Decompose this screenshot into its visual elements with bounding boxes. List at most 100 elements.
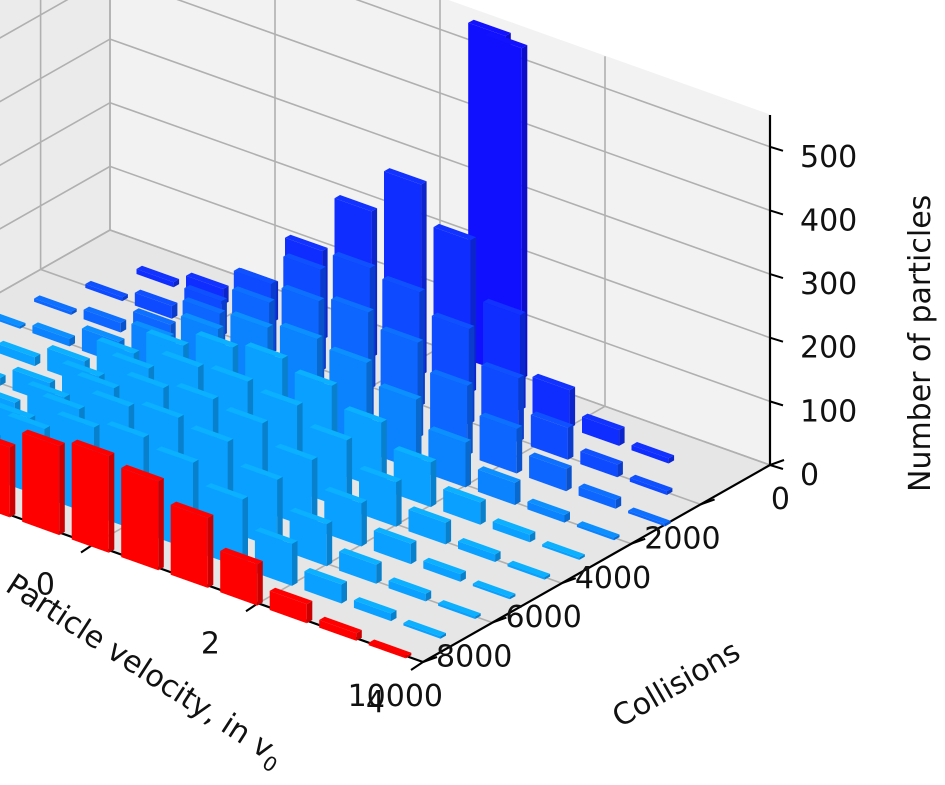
bar bbox=[368, 639, 412, 659]
bar-face-top bbox=[281, 284, 325, 302]
bar-face-top bbox=[254, 527, 298, 544]
bar-face-top bbox=[458, 538, 501, 555]
bar-face-front bbox=[438, 603, 476, 619]
bar bbox=[388, 577, 432, 602]
bar bbox=[240, 463, 283, 549]
bar-face-top bbox=[329, 346, 372, 363]
bar-face-top bbox=[507, 560, 551, 578]
bar-face-top bbox=[332, 251, 376, 269]
bar-face-top bbox=[205, 483, 248, 500]
bar-face-side bbox=[475, 613, 481, 619]
bar-face-side bbox=[467, 382, 473, 456]
bar-face-top bbox=[631, 442, 675, 459]
bar-face-side bbox=[34, 354, 41, 367]
bar-face-front bbox=[403, 623, 441, 639]
bar-face-front bbox=[254, 530, 292, 586]
bar-face-top bbox=[47, 345, 90, 362]
y-tick-mark bbox=[769, 459, 785, 466]
bar bbox=[438, 600, 481, 619]
y-axis-line bbox=[422, 464, 771, 663]
bar bbox=[309, 424, 353, 510]
bar-face-side bbox=[292, 540, 298, 586]
bar-face-top bbox=[477, 466, 521, 483]
bar-face-front bbox=[220, 551, 258, 606]
bar-face-top bbox=[141, 401, 184, 418]
x-tick-mark bbox=[410, 661, 424, 671]
bar bbox=[527, 498, 570, 523]
bar-face-side bbox=[440, 633, 446, 639]
bar bbox=[631, 442, 675, 464]
bar-face-front bbox=[492, 521, 530, 543]
y-tick-label: 10000 bbox=[348, 679, 443, 714]
bar-face-top bbox=[111, 352, 155, 369]
bar-face-front bbox=[472, 583, 510, 600]
bar-face-front bbox=[408, 509, 446, 545]
y-tick-label: 8000 bbox=[436, 640, 512, 675]
bar-face-top bbox=[161, 350, 204, 368]
bar-face-front bbox=[71, 442, 109, 553]
bar-face-side bbox=[405, 652, 412, 659]
bar bbox=[359, 465, 402, 527]
bar bbox=[32, 322, 75, 347]
bar bbox=[479, 412, 523, 474]
bar bbox=[71, 439, 115, 553]
bar-face-front bbox=[289, 510, 327, 567]
bar-face-side bbox=[242, 496, 248, 569]
bar-face-top bbox=[378, 383, 422, 400]
bar bbox=[170, 501, 214, 588]
bar-face-top bbox=[91, 390, 135, 407]
bar bbox=[472, 580, 516, 600]
bar-face-front bbox=[628, 510, 666, 527]
bar-face-top bbox=[186, 272, 229, 289]
bar-face-top bbox=[339, 548, 382, 565]
bar-face-top bbox=[309, 424, 353, 441]
bar-face-side bbox=[619, 426, 625, 446]
bar bbox=[507, 560, 551, 580]
bar-face-top bbox=[353, 597, 397, 614]
bar-face-side bbox=[71, 308, 77, 315]
bar-face-top bbox=[230, 311, 273, 328]
bar-face-front bbox=[309, 427, 347, 510]
bar-face-top bbox=[334, 195, 378, 212]
bar-face-side bbox=[445, 519, 452, 545]
bar-face-top bbox=[468, 19, 511, 36]
bar-face-side bbox=[430, 459, 437, 508]
bar-face-side bbox=[277, 476, 283, 549]
bar bbox=[134, 289, 178, 319]
bar-face-top bbox=[283, 253, 326, 270]
bar-face-side bbox=[381, 419, 387, 490]
bar-face-top bbox=[34, 295, 77, 312]
bar-face-front bbox=[576, 524, 614, 541]
z-tick-label: 500 bbox=[800, 140, 857, 175]
bar-face-top bbox=[443, 486, 486, 503]
bar-face-top bbox=[285, 234, 328, 251]
bar-face-top bbox=[27, 381, 70, 398]
bar-face-side bbox=[311, 457, 318, 529]
bar-face-side bbox=[346, 437, 353, 510]
bar-face-top bbox=[225, 407, 268, 424]
bar-face-top bbox=[0, 402, 36, 419]
y-tick-mark bbox=[492, 616, 507, 624]
bar bbox=[443, 486, 486, 525]
bar-face-front bbox=[629, 477, 667, 495]
bar-face-side bbox=[416, 396, 422, 470]
bar-face-side bbox=[509, 593, 516, 600]
y-tick-mark bbox=[630, 537, 646, 545]
bar bbox=[205, 483, 248, 569]
bars bbox=[0, 19, 675, 659]
bar-face-top bbox=[532, 373, 576, 391]
bar bbox=[403, 619, 446, 639]
bar-face-front bbox=[428, 429, 466, 488]
bar-face-front bbox=[0, 319, 20, 329]
bar-face-front bbox=[319, 620, 357, 641]
bar bbox=[529, 452, 572, 492]
bar bbox=[85, 280, 128, 302]
bar-face-front bbox=[136, 269, 174, 288]
y-axis-title: Collisions bbox=[607, 634, 747, 735]
bar-face-top bbox=[380, 326, 424, 343]
bar-face-front bbox=[324, 490, 362, 547]
bar-face-top bbox=[289, 507, 333, 525]
bar bbox=[0, 313, 26, 329]
z-tick-mark bbox=[769, 273, 784, 280]
bar-face-top bbox=[304, 568, 347, 585]
